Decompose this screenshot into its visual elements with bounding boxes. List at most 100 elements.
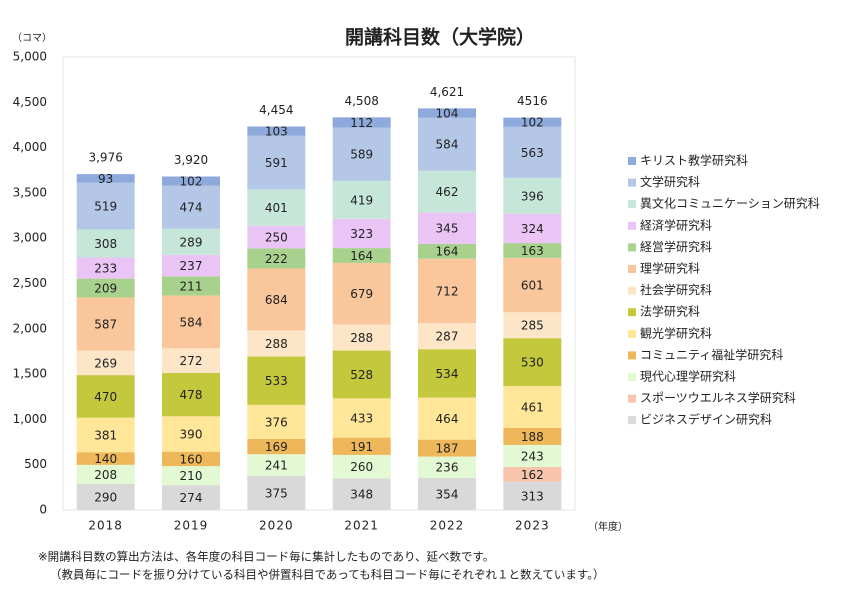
data-label: 93 xyxy=(98,172,113,186)
data-label: 530 xyxy=(521,356,544,370)
data-label: 345 xyxy=(436,222,459,236)
data-label: 474 xyxy=(180,201,203,215)
footnote: ※開講科目数の算出方法は、各年度の科目コード毎に集計したものであり、延べ数です。 xyxy=(38,550,494,564)
data-label: 712 xyxy=(436,284,459,298)
data-label: 222 xyxy=(265,252,288,266)
data-label: 272 xyxy=(180,354,203,368)
data-label: 233 xyxy=(94,262,117,276)
y-tick-label: 3,500 xyxy=(13,185,47,199)
data-label: 287 xyxy=(436,330,459,344)
bar-segment xyxy=(247,268,306,331)
x-tick-label: 2022 xyxy=(430,519,465,533)
data-label: 528 xyxy=(350,368,373,382)
total-label: 3,920 xyxy=(174,153,208,167)
data-label: 241 xyxy=(265,459,288,473)
bar-segment xyxy=(332,437,391,455)
bar-segment xyxy=(503,213,562,244)
data-label: 102 xyxy=(521,116,544,130)
data-label: 164 xyxy=(436,245,459,259)
data-label: 462 xyxy=(436,185,459,199)
bar-segment xyxy=(247,404,306,439)
data-label: 324 xyxy=(521,222,544,236)
legend-swatch xyxy=(628,416,636,425)
x-tick-label: 2018 xyxy=(88,519,123,533)
legend-label: 経済学研究科 xyxy=(640,217,712,232)
bar-segment xyxy=(418,170,476,213)
data-label: 381 xyxy=(94,428,117,442)
bar-segment xyxy=(418,243,476,259)
bar-segment xyxy=(247,189,306,226)
data-label: 211 xyxy=(180,279,203,293)
data-label: 390 xyxy=(180,427,203,441)
bar-segment xyxy=(162,416,220,452)
bar-segment xyxy=(247,135,306,190)
bar-segment xyxy=(332,117,391,128)
bar-segment xyxy=(76,257,135,279)
data-label: 289 xyxy=(180,235,203,249)
legend-swatch xyxy=(628,394,636,403)
legend-swatch xyxy=(628,157,636,165)
data-label: 102 xyxy=(180,175,203,189)
legend-label: 現代心理学研究科 xyxy=(640,369,736,384)
bar-segment xyxy=(162,254,220,277)
y-tick-label: 2,500 xyxy=(13,276,47,290)
y-axis-label: （コマ） xyxy=(12,32,52,44)
data-label: 396 xyxy=(521,189,544,203)
bar-segment xyxy=(503,126,562,178)
data-label: 375 xyxy=(265,487,288,501)
y-tick-label: 500 xyxy=(24,457,47,471)
total-label: 4,621 xyxy=(430,85,464,99)
data-label: 433 xyxy=(350,411,373,425)
bar-segment xyxy=(332,478,391,510)
data-label: 587 xyxy=(94,318,117,332)
data-label: 208 xyxy=(94,468,117,482)
bar-segment xyxy=(162,295,220,349)
legend-swatch xyxy=(628,308,636,317)
data-label: 679 xyxy=(350,287,373,301)
bar-segment xyxy=(503,481,562,510)
data-label: 288 xyxy=(265,337,288,351)
bar-segment xyxy=(76,375,135,418)
data-label: 534 xyxy=(436,367,459,381)
legend-label: コミュニティ福祉学研究科 xyxy=(640,347,783,362)
y-tick-label: 4,500 xyxy=(13,95,47,109)
x-tick-label: 2020 xyxy=(259,519,294,533)
data-label: 269 xyxy=(94,356,117,370)
data-label: 274 xyxy=(180,491,203,505)
bar-segment xyxy=(162,228,220,255)
data-label: 563 xyxy=(521,146,544,160)
footnote: （教員毎にコードを振り分けている科目や併置科目であっても科目コード毎にそれぞれ１… xyxy=(50,568,605,582)
legend-label: スポーツウエルネス学研究科 xyxy=(640,390,796,405)
bar-segment xyxy=(76,483,135,510)
data-label: 237 xyxy=(180,259,203,273)
bar-segment xyxy=(503,257,562,313)
bar-segment xyxy=(418,439,476,457)
bar-segment xyxy=(76,174,135,183)
data-label: 236 xyxy=(436,461,459,475)
x-tick-label: 2023 xyxy=(515,519,550,533)
legend-label: 理学研究科 xyxy=(640,261,700,276)
legend-label: 文学研究科 xyxy=(640,174,700,189)
bar-segment xyxy=(162,176,220,186)
data-label: 104 xyxy=(436,107,459,121)
legend-label: ビジネスデザイン研究科 xyxy=(640,412,772,427)
total-label: 3,976 xyxy=(88,151,122,165)
legend-swatch xyxy=(628,373,636,381)
data-label: 419 xyxy=(350,193,373,207)
data-label: 290 xyxy=(94,490,117,504)
total-label: 4,508 xyxy=(344,94,378,108)
bar-segment xyxy=(418,477,476,510)
data-label: 250 xyxy=(265,231,288,245)
data-label: 470 xyxy=(94,390,117,404)
bar-segment xyxy=(76,452,135,465)
bar-segment xyxy=(332,324,391,351)
bar-segment xyxy=(332,248,391,263)
data-label: 584 xyxy=(436,138,459,152)
data-label: 162 xyxy=(521,468,544,482)
legend-swatch xyxy=(628,351,636,360)
data-label: 519 xyxy=(94,200,117,214)
bar-segment xyxy=(418,258,476,324)
legend-swatch xyxy=(628,178,636,187)
bar-segment xyxy=(162,185,220,229)
bar-segment xyxy=(503,427,562,445)
